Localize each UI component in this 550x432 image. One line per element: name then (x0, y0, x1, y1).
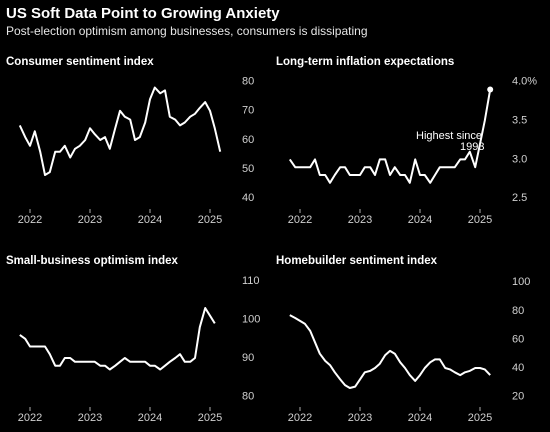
y-tick-label: 60 (242, 134, 254, 146)
x-tick-label: 2022 (18, 214, 42, 226)
x-tick-label: 2023 (78, 214, 102, 226)
x-tick-label: 2025 (198, 412, 222, 424)
x-tick-label: 2023 (348, 412, 372, 424)
y-tick-label: 80 (242, 390, 254, 402)
y-tick-label: 4.0% (512, 76, 537, 88)
y-tick-label: 80 (512, 305, 524, 317)
x-tick-label: 2024 (408, 214, 432, 226)
y-tick-label: 90 (242, 352, 254, 364)
data-line (19, 307, 216, 371)
panel-title: Small-business optimism index (6, 255, 179, 267)
x-tick-label: 2023 (78, 412, 102, 424)
panel-title: Homebuilder sentiment index (276, 255, 438, 267)
y-tick-label: 100 (512, 276, 530, 288)
x-tick-label: 2022 (288, 214, 312, 226)
y-tick-label: 50 (242, 163, 254, 175)
x-tick-label: 2024 (138, 412, 162, 424)
x-tick-label: 2022 (288, 412, 312, 424)
y-tick-label: 110 (242, 275, 260, 287)
x-tick-label: 2022 (18, 412, 42, 424)
y-tick-label: 3.5 (512, 114, 527, 126)
y-tick-label: 40 (242, 192, 254, 204)
data-line (288, 89, 492, 184)
annotation: Highest since (416, 130, 482, 142)
end-marker (487, 86, 494, 93)
y-tick-label: 3.0 (512, 153, 527, 165)
y-tick-label: 2.5 (512, 192, 527, 204)
x-tick-label: 2024 (138, 214, 162, 226)
y-tick-label: 20 (512, 390, 524, 402)
data-line (18, 86, 222, 176)
subtitle: Post-election optimism among businesses,… (6, 24, 368, 38)
x-tick-label: 2023 (348, 214, 372, 226)
y-tick-label: 60 (512, 333, 524, 345)
y-tick-label: 80 (242, 76, 254, 88)
x-tick-label: 2025 (468, 412, 492, 424)
annotation: 1993 (460, 141, 484, 153)
x-tick-label: 2024 (408, 412, 432, 424)
panel-title: Consumer sentiment index (6, 56, 154, 68)
panel-title: Long-term inflation expectations (276, 56, 454, 68)
y-tick-label: 70 (242, 105, 254, 117)
data-line (289, 314, 491, 389)
y-tick-label: 40 (512, 362, 524, 374)
x-tick-label: 2025 (468, 214, 492, 226)
main-title: US Soft Data Point to Growing Anxiety (6, 5, 280, 22)
y-tick-label: 100 (242, 313, 260, 325)
x-tick-label: 2025 (198, 214, 222, 226)
